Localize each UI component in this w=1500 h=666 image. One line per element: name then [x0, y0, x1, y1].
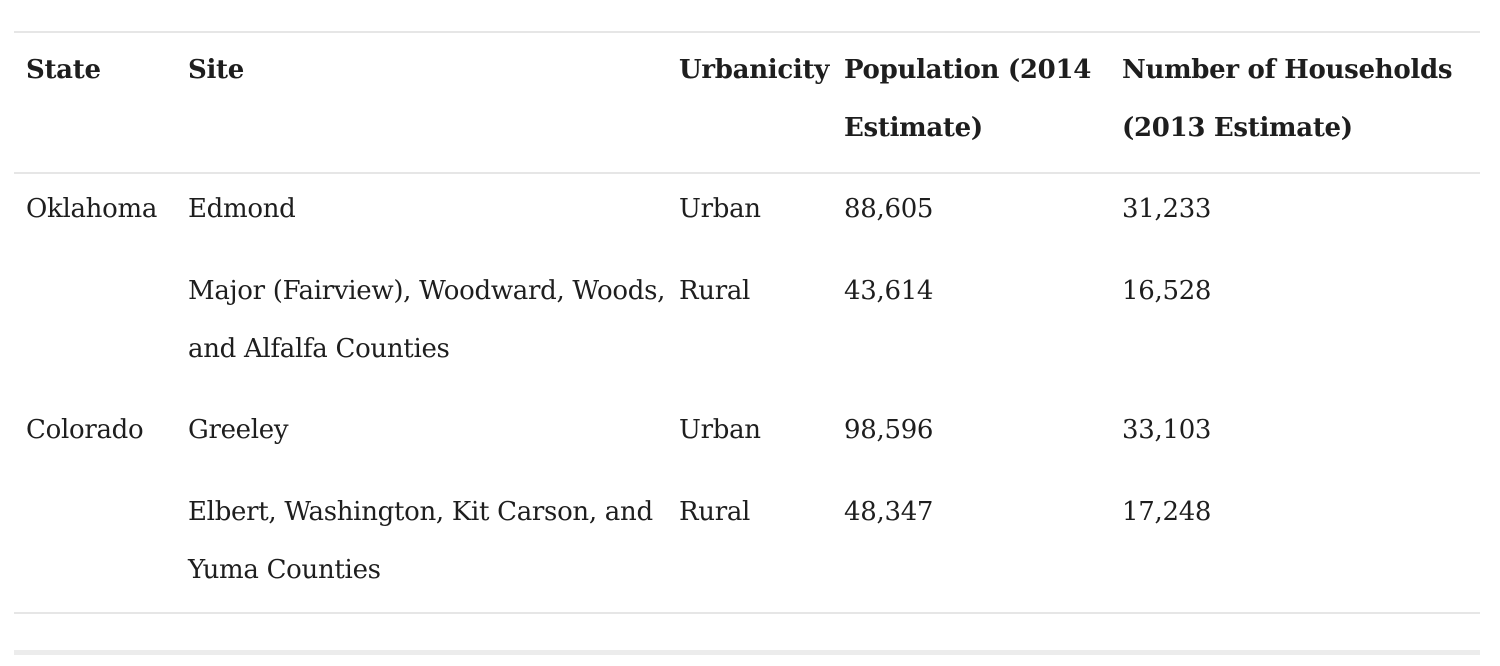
- table-row: Oklahoma Edmond Urban 88,605 31,233: [14, 164, 1480, 262]
- cell-population: 98,596: [844, 415, 934, 445]
- table-bottom-rule: [14, 612, 1480, 614]
- cell-population: 88,605: [844, 194, 934, 224]
- cell-households: 31,233: [1122, 194, 1212, 224]
- table-header: State Site Urbanicity Population (2014 E…: [14, 33, 1480, 164]
- table-row: Elbert, Washington, Kit Carson, and Yuma…: [14, 483, 1480, 622]
- cell-site: Elbert, Washington, Kit Carson, and Yuma…: [188, 497, 653, 585]
- cell-households: 17,248: [1122, 497, 1212, 527]
- table-body: Oklahoma Edmond Urban 88,605 31,233 Majo…: [14, 164, 1480, 622]
- header-state: State: [26, 55, 101, 85]
- cell-urbanicity: Urban: [679, 415, 761, 445]
- table-top-rule: [14, 31, 1480, 33]
- cell-state: [14, 483, 176, 622]
- cell-site: Edmond: [188, 194, 296, 224]
- cell-site: Major (Fairview), Woodward, Woods, and A…: [188, 276, 666, 364]
- header-row: State Site Urbanicity Population (2014 E…: [14, 33, 1480, 164]
- cell-state: Oklahoma: [26, 194, 158, 224]
- cell-population: 48,347: [844, 497, 934, 527]
- cell-households: 16,528: [1122, 276, 1212, 306]
- cell-urbanicity: Rural: [679, 276, 751, 306]
- footer-divider: [14, 650, 1480, 655]
- sites-table: State Site Urbanicity Population (2014 E…: [14, 33, 1480, 622]
- header-households: Number of Households (2013 Estimate): [1122, 55, 1453, 143]
- cell-state: Colorado: [26, 415, 144, 445]
- table-row: Major (Fairview), Woodward, Woods, and A…: [14, 262, 1480, 401]
- header-population: Population (2014 Estimate): [844, 55, 1092, 143]
- cell-urbanicity: Rural: [679, 497, 751, 527]
- table-row: Colorado Greeley Urban 98,596 33,103: [14, 401, 1480, 483]
- cell-state: [14, 262, 176, 401]
- cell-households: 33,103: [1122, 415, 1212, 445]
- header-divider: [14, 172, 1480, 174]
- header-site: Site: [188, 55, 245, 85]
- cell-population: 43,614: [844, 276, 934, 306]
- header-urbanicity: Urbanicity: [679, 55, 830, 85]
- cell-site: Greeley: [188, 415, 289, 445]
- cell-urbanicity: Urban: [679, 194, 761, 224]
